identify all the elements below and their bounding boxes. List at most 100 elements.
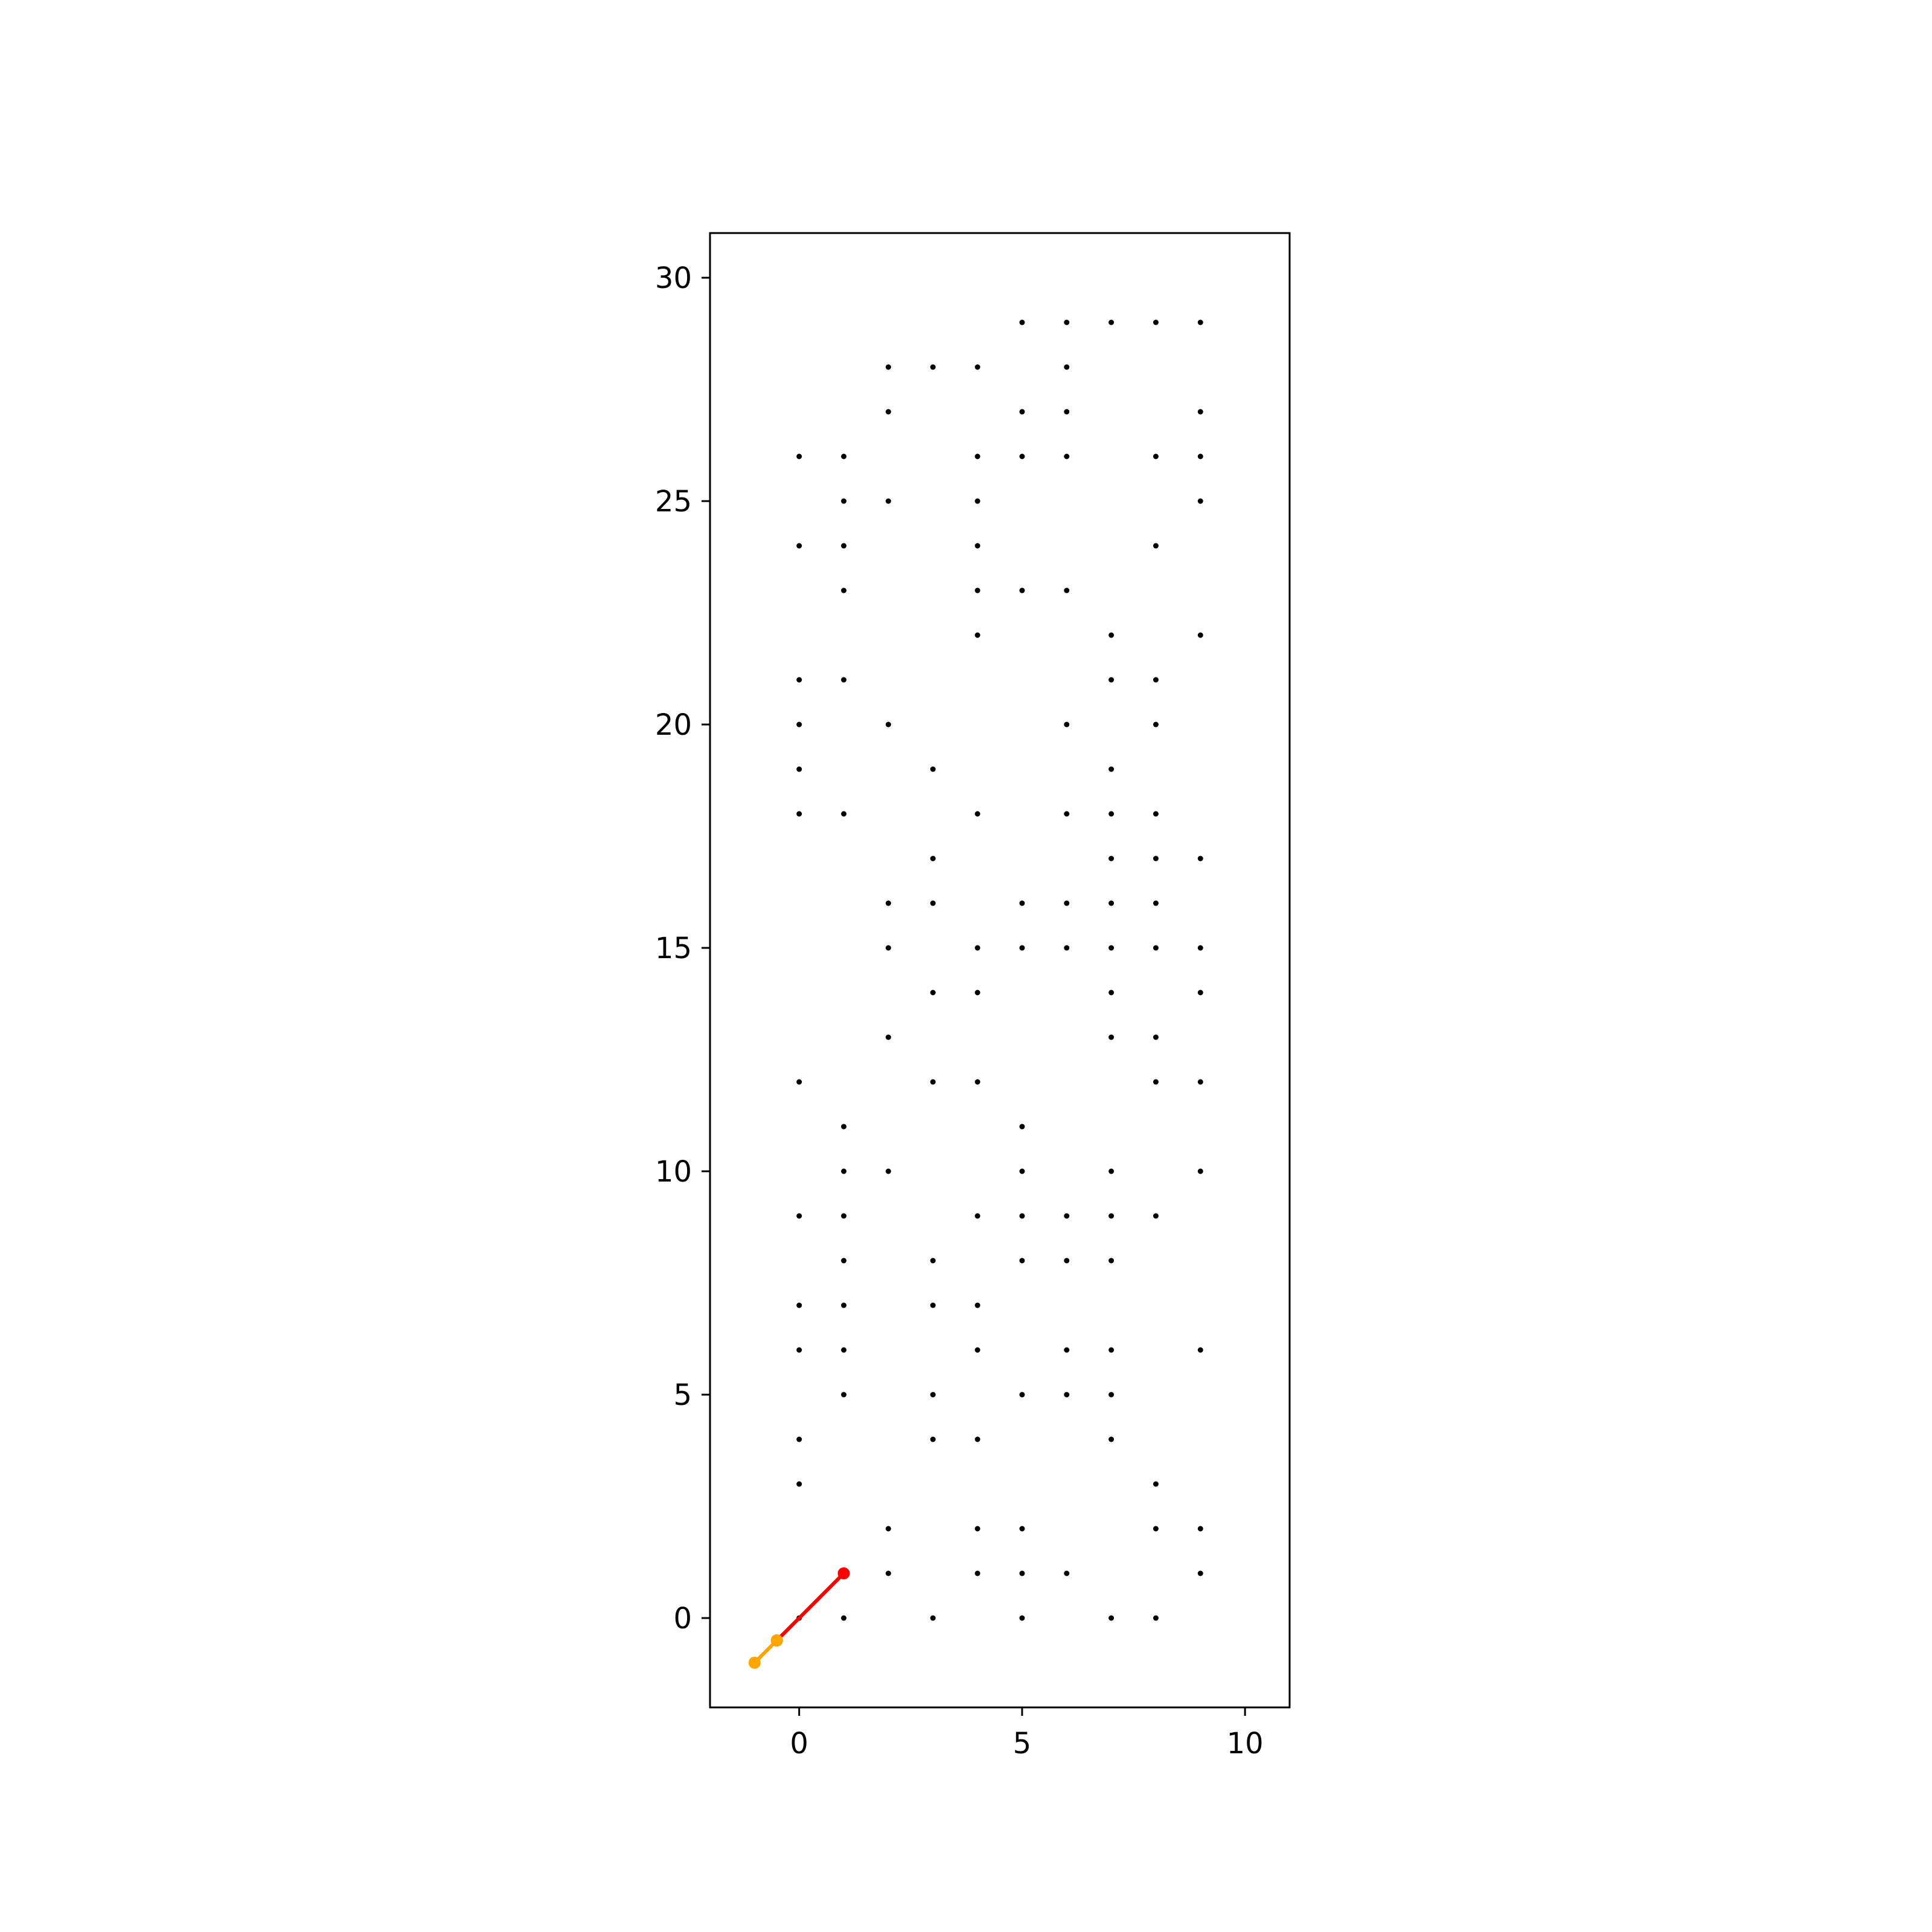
- data-point: [885, 1526, 891, 1532]
- data-point: [1019, 1570, 1025, 1576]
- data-point: [1064, 409, 1070, 415]
- data-point: [1197, 990, 1203, 996]
- data-point: [1019, 319, 1025, 325]
- data-point: [1153, 856, 1159, 862]
- data-point: [1019, 1213, 1025, 1219]
- data-point: [796, 1302, 802, 1308]
- data-point: [1019, 1392, 1025, 1398]
- data-point: [1064, 721, 1070, 728]
- data-point: [841, 498, 847, 504]
- x-tick-label: 0: [790, 1727, 808, 1761]
- data-point: [1064, 587, 1070, 593]
- data-point: [1153, 900, 1159, 906]
- data-point: [1108, 990, 1115, 996]
- data-point: [1019, 1124, 1025, 1130]
- x-tick-label: 10: [1227, 1727, 1264, 1761]
- data-point: [974, 1347, 980, 1353]
- data-point: [1197, 319, 1203, 325]
- data-point: [1108, 856, 1115, 862]
- data-point: [1064, 945, 1070, 951]
- y-tick-label: 30: [655, 261, 692, 295]
- data-point: [1064, 1570, 1070, 1576]
- data-point: [796, 1481, 802, 1487]
- data-point: [930, 1079, 936, 1085]
- data-point: [841, 1258, 847, 1264]
- data-point: [841, 1302, 847, 1308]
- data-point: [1064, 1392, 1070, 1398]
- data-point: [1064, 1213, 1070, 1219]
- data-point: [885, 1034, 891, 1040]
- data-point: [841, 1392, 847, 1398]
- data-point: [1153, 1526, 1159, 1532]
- data-point: [974, 945, 980, 951]
- data-point: [1197, 498, 1203, 504]
- data-point: [1108, 1168, 1115, 1174]
- data-point: [1064, 453, 1070, 459]
- data-point: [1197, 632, 1203, 638]
- data-point: [1108, 945, 1115, 951]
- data-point: [1019, 1526, 1025, 1532]
- data-point: [1108, 319, 1115, 325]
- data-point: [885, 721, 891, 728]
- data-point: [1197, 856, 1203, 862]
- data-point: [841, 453, 847, 459]
- data-point: [1064, 811, 1070, 817]
- data-point: [885, 1168, 891, 1174]
- data-point: [1108, 632, 1115, 638]
- data-point: [1019, 1615, 1025, 1621]
- data-point: [1153, 811, 1159, 817]
- data-point: [1019, 587, 1025, 593]
- data-point: [974, 1526, 980, 1532]
- data-point: [1064, 1347, 1070, 1353]
- data-point: [796, 1436, 802, 1442]
- data-point: [930, 856, 936, 862]
- data-point: [1153, 721, 1159, 728]
- data-point: [1019, 945, 1025, 951]
- data-point: [974, 990, 980, 996]
- data-point: [974, 1213, 980, 1219]
- data-point: [1108, 811, 1115, 817]
- data-point: [1108, 1347, 1115, 1353]
- data-point: [1108, 1436, 1115, 1442]
- data-point: [974, 498, 980, 504]
- data-point: [1108, 1258, 1115, 1264]
- data-point: [796, 453, 802, 459]
- data-point: [1153, 1079, 1159, 1085]
- data-point: [1153, 1213, 1159, 1219]
- axes-frame: [709, 232, 1291, 1709]
- data-point: [885, 900, 891, 906]
- data-point: [841, 677, 847, 683]
- data-point: [1064, 364, 1070, 370]
- data-point: [1019, 409, 1025, 415]
- data-point: [841, 543, 847, 549]
- data-point: [1153, 1615, 1159, 1621]
- data-point: [1019, 900, 1025, 906]
- data-point: [1197, 1570, 1203, 1576]
- data-point: [796, 811, 802, 817]
- data-point: [1064, 900, 1070, 906]
- data-point: [974, 364, 980, 370]
- data-point: [841, 811, 847, 817]
- data-point: [930, 1302, 936, 1308]
- data-point: [796, 1347, 802, 1353]
- data-point: [1197, 453, 1203, 459]
- data-point: [1108, 766, 1115, 772]
- data-point: [1153, 945, 1159, 951]
- data-point: [974, 1079, 980, 1085]
- data-point: [796, 766, 802, 772]
- data-point: [796, 1213, 802, 1219]
- data-point: [1153, 543, 1159, 549]
- data-point: [841, 1124, 847, 1130]
- data-point: [930, 364, 936, 370]
- axis-ticks: 0 5 10 0 5 10 15 20 25 30: [655, 261, 1264, 1761]
- data-point: [1153, 1481, 1159, 1487]
- data-point: [1153, 319, 1159, 325]
- data-point: [1064, 1258, 1070, 1264]
- y-tick-label: 10: [655, 1155, 692, 1189]
- data-point: [1153, 453, 1159, 459]
- data-point: [885, 1570, 891, 1576]
- data-point: [930, 766, 936, 772]
- data-point: [974, 453, 980, 459]
